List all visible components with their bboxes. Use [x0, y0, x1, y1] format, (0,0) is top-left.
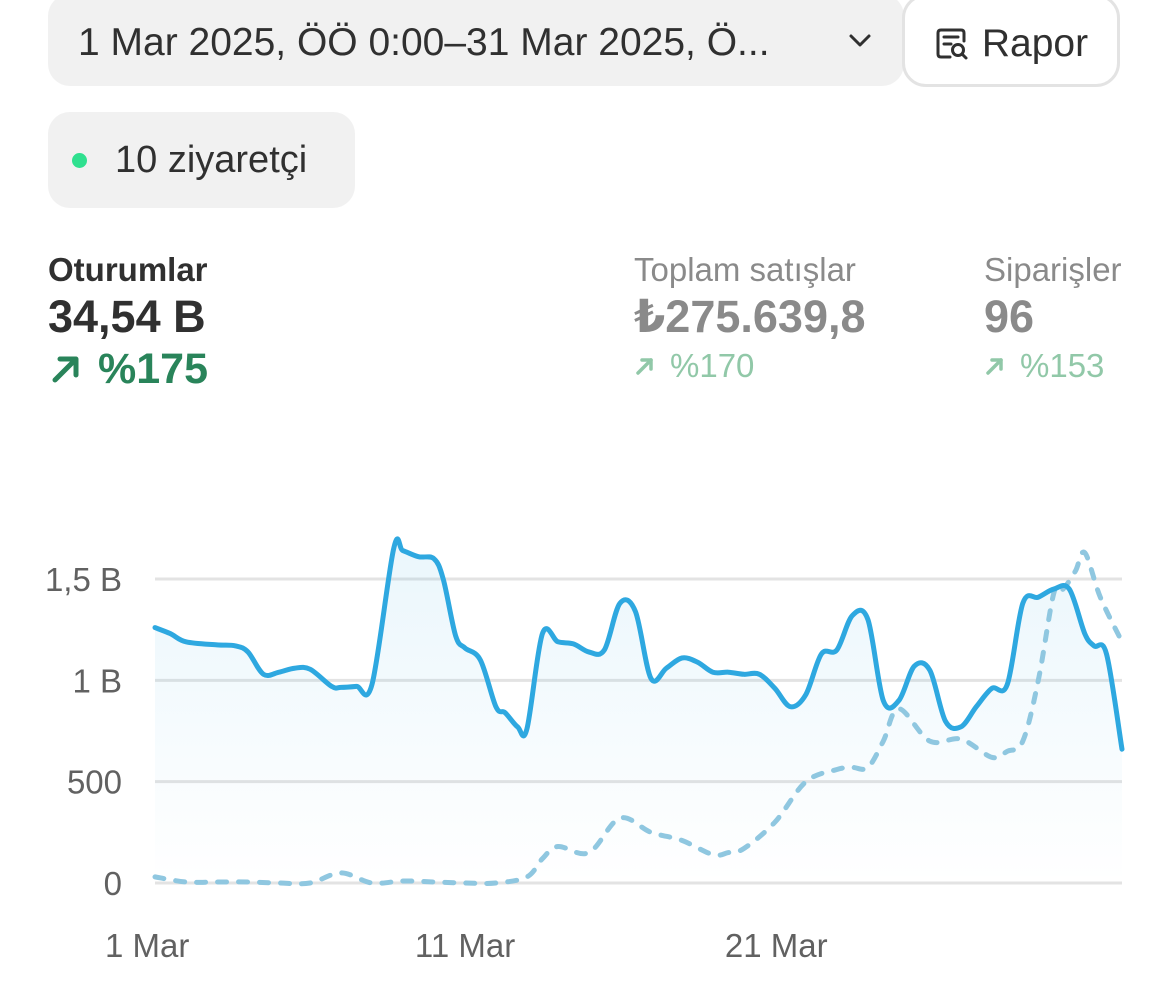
metric-total-sales[interactable]: Toplam satışlar ₺275.639,8 %170: [634, 250, 866, 388]
previous-period-series-line: [152, 549, 1125, 887]
x-tick-label: 1 Mar: [105, 927, 189, 964]
metric-change-value: %170: [670, 347, 755, 384]
live-visitors-label: 10 ziyaretçi: [115, 138, 308, 181]
y-tick-label: 1 B: [72, 662, 122, 699]
metric-change-value: %153: [1020, 347, 1105, 384]
metric-label: Toplam satışlar: [634, 251, 856, 288]
chevron-down-icon: [849, 34, 871, 47]
metric-change: %170: [634, 344, 866, 388]
x-tick-label: 11 Mar: [415, 927, 515, 964]
x-tick-label: 21 Mar: [725, 927, 828, 964]
report-search-icon: [936, 28, 968, 59]
metric-value: 96: [984, 291, 1035, 342]
metric-change: %153: [984, 344, 1122, 388]
metric-value: ₺275.639,8: [634, 291, 866, 342]
current-period-series-line: [152, 536, 1125, 752]
metric-change: %175: [48, 344, 208, 394]
date-range-label: 1 Mar 2025, ÖÖ 0:00–31 Mar 2025, Ö...: [78, 21, 770, 64]
y-tick-label: 1,5 B: [45, 561, 122, 598]
current-period-area: [155, 538, 1122, 883]
arrow-up-right-icon: [52, 356, 79, 383]
live-visitors-badge[interactable]: 10 ziyaretçi: [48, 112, 355, 208]
report-button-label: Rapor: [981, 21, 1089, 65]
metric-label: Siparişler: [984, 251, 1122, 288]
y-tick-label: 500: [67, 764, 122, 801]
date-range-picker[interactable]: 1 Mar 2025, ÖÖ 0:00–31 Mar 2025, Ö...: [48, 0, 904, 86]
arrow-up-right-icon: [986, 358, 1003, 375]
metric-sessions[interactable]: Oturumlar 34,54 B %175: [48, 250, 208, 394]
metric-change-value: %175: [98, 345, 208, 393]
y-tick-label: 0: [104, 865, 122, 902]
metric-label: Oturumlar: [48, 251, 208, 288]
report-button[interactable]: Rapor: [902, 0, 1120, 87]
live-status-dot: [72, 152, 87, 168]
arrow-up-right-icon: [636, 358, 653, 375]
metric-value: 34,54 B: [48, 291, 206, 342]
metric-orders[interactable]: Siparişler 96 %153: [984, 250, 1122, 388]
